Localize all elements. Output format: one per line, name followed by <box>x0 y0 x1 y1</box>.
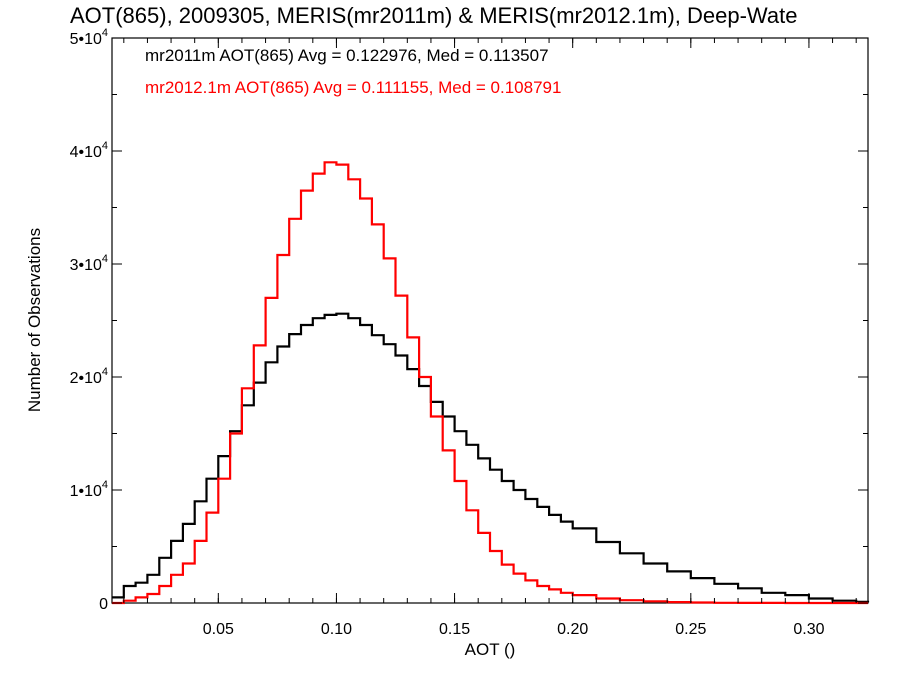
tick-layer: 0.05 0.10 0.15 0.20 0.25 0.30 0 1•104 2•104 3•104… <box>70 27 868 638</box>
series-layer <box>112 161 870 605</box>
y-tick-label: 3•104 <box>70 253 108 274</box>
x-tick-label: 0.15 <box>439 621 470 638</box>
x-tick-label: 0.30 <box>793 621 824 638</box>
y-tick-label: 0 <box>99 596 108 613</box>
x-tick-label: 0.10 <box>321 621 352 638</box>
y-tick-label: 1•104 <box>70 479 108 500</box>
y-tick-label: 4•104 <box>70 140 108 161</box>
x-tick-label: 0.05 <box>203 621 234 638</box>
chart-title: AOT(865), 2009305, MERIS(mr2011m) & MERI… <box>70 3 797 28</box>
x-tick-label: 0.20 <box>557 621 588 638</box>
y-axis-label: Number of Observations <box>25 228 44 412</box>
y-tick-label: 2•104 <box>70 366 108 387</box>
series-line-2 <box>112 161 868 605</box>
annotation-mr2011m: mr2011m AOT(865) Avg = 0.122976, Med = 0… <box>145 46 549 65</box>
y-tick-label: 5•104 <box>70 27 108 48</box>
plot-frame <box>111 37 869 604</box>
series-line-1 <box>112 312 870 603</box>
annotation-mr2012-1m: mr2012.1m AOT(865) Avg = 0.111155, Med =… <box>145 78 561 97</box>
x-axis-label: AOT () <box>465 640 516 659</box>
x-tick-label: 0.25 <box>675 621 706 638</box>
